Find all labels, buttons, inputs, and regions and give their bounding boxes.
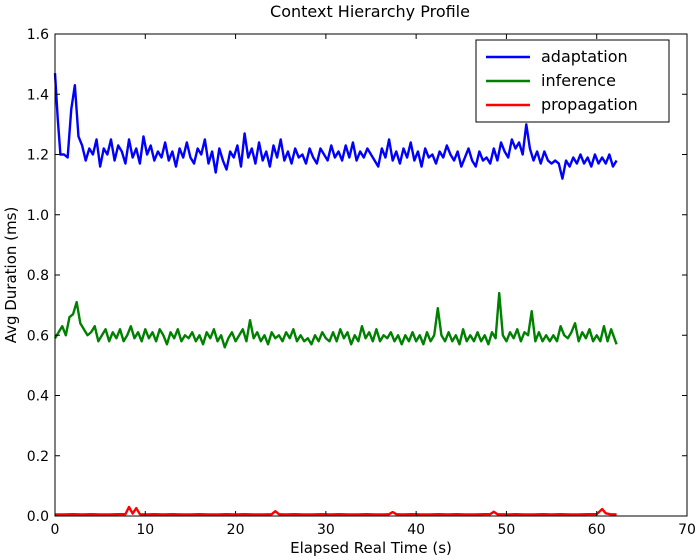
ticks-layer: 0 10 20 30 40 50 60 70 0.0 0.2 0.4 0.6 0.8 1.0 1.2 1.4 1… <box>27 27 696 538</box>
y-tick-label: 1.4 <box>27 87 49 103</box>
series-layer <box>53 73 618 516</box>
x-tick-label: 0 <box>51 522 60 538</box>
y-tick-label: 0.0 <box>27 509 49 525</box>
series-line-propagation <box>55 505 617 516</box>
legend: adaptation inference propagation <box>475 39 670 123</box>
chart-title: Context Hierarchy Profile <box>270 2 470 21</box>
x-tick-label: 40 <box>407 522 425 538</box>
legend-label-adaptation: adaptation <box>541 47 628 66</box>
y-tick-label: 0.6 <box>27 328 49 344</box>
x-tick-label: 50 <box>498 522 516 538</box>
legend-entries: adaptation inference propagation <box>486 47 638 114</box>
x-tick-label: 30 <box>317 522 335 538</box>
y-tick-label: 1.2 <box>27 148 49 164</box>
x-tick-label: 70 <box>678 522 696 538</box>
series-line-inference <box>53 291 618 349</box>
legend-label-propagation: propagation <box>541 95 638 114</box>
y-tick-label: 0.2 <box>27 449 49 465</box>
y-tick-label: 0.8 <box>27 268 49 284</box>
legend-label-inference: inference <box>541 71 616 90</box>
y-tick-label: 0.4 <box>27 389 49 405</box>
x-tick-label: 20 <box>227 522 245 538</box>
y-axis-label: Avg Duration (ms) <box>2 207 20 344</box>
x-axis-label: Elapsed Real Time (s) <box>290 539 452 557</box>
x-tick-label: 60 <box>588 522 606 538</box>
y-tick-label: 1.6 <box>27 27 49 43</box>
x-tick-label: 10 <box>136 522 154 538</box>
y-tick-label: 1.0 <box>27 208 49 224</box>
series-line-adaptation <box>53 73 618 180</box>
